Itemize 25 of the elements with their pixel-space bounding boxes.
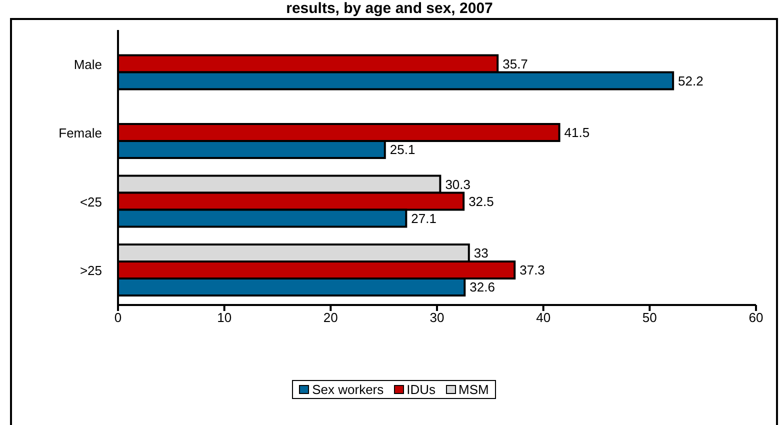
x-tick-label: 10 (217, 310, 232, 326)
x-tick-label: 0 (114, 310, 122, 326)
x-tick-label: 30 (430, 310, 444, 326)
data-label: 25.1 (390, 142, 416, 158)
data-label: 37.3 (520, 262, 545, 278)
data-label: 32.6 (470, 280, 495, 295)
data-label: 27.1 (411, 210, 436, 226)
y-tick-label: >25 (80, 263, 102, 278)
data-label: 52.2 (678, 73, 704, 88)
data-label: 35.7 (502, 56, 528, 72)
x-tick-label: 20 (323, 310, 338, 326)
legend-label: IDUs (406, 382, 436, 397)
data-label: 30.3 (445, 176, 471, 192)
x-tick-label: 50 (642, 310, 657, 326)
chart-title: results, by age and sex, 2007 (285, 0, 494, 18)
data-label: 41.5 (564, 125, 590, 140)
legend-label: Sex workers (311, 382, 384, 397)
legend-label: MSM (458, 382, 489, 397)
x-tick-label: 40 (536, 310, 551, 326)
data-label: 33 (474, 246, 488, 261)
y-tick-label: Female (58, 126, 102, 141)
x-tick-label: 60 (748, 310, 764, 326)
y-tick-label: <25 (80, 194, 102, 210)
y-tick-label: Male (74, 56, 102, 72)
data-label: 32.5 (468, 194, 494, 209)
